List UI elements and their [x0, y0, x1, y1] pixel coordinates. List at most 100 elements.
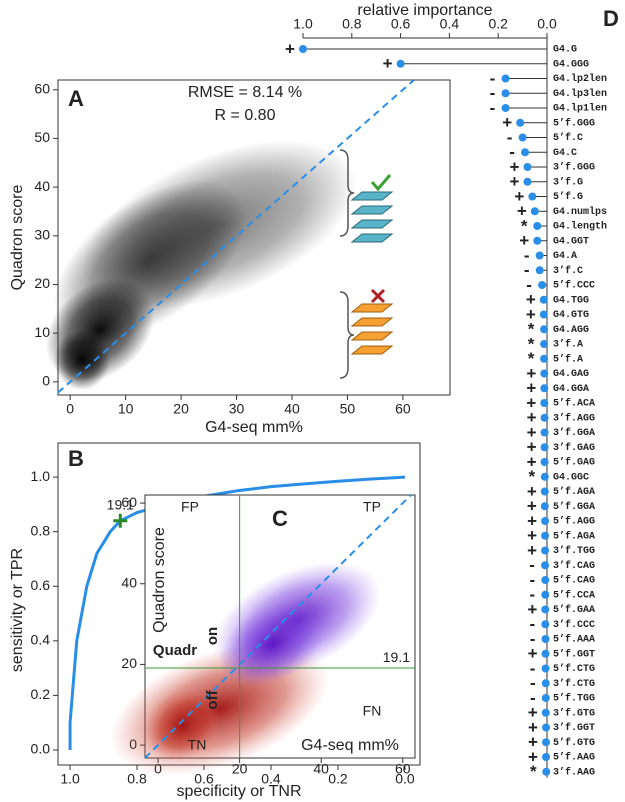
x-tick-label: 0.8	[342, 16, 362, 32]
feature-label: 5’f.CCA	[553, 589, 595, 601]
feature-label: 5’f.AGA	[553, 530, 595, 542]
feature-label: G4.numlps	[553, 206, 607, 218]
panel-label: A	[68, 86, 84, 111]
sign: +	[510, 157, 520, 176]
lollipop-dot	[540, 354, 549, 363]
x-tick-label: 0.0	[395, 771, 415, 787]
feature-label: G4.GTG	[553, 310, 589, 321]
sign: -	[490, 84, 496, 103]
feature-label: 5’f.AAG	[553, 752, 595, 764]
sign: +	[285, 39, 295, 58]
lollipop-dot	[516, 118, 525, 127]
sign: +	[527, 423, 537, 442]
y-tick-label: 40	[121, 574, 137, 590]
feature-label: G4.GGG	[553, 59, 589, 70]
feature-label: 3’f.CAG	[553, 560, 595, 572]
lollipop-dot	[523, 177, 532, 186]
annotation: Quadr	[153, 642, 197, 659]
sign: -	[529, 556, 535, 575]
y-tick-label: 50	[34, 129, 50, 145]
sign: +	[527, 600, 537, 619]
sign: +	[528, 703, 538, 722]
sign: -	[530, 629, 536, 648]
lollipop-dot	[533, 236, 542, 245]
sign: +	[517, 202, 527, 221]
y-tick-label: 0	[42, 373, 50, 389]
y-tick-label: 0.4	[31, 632, 51, 648]
feature-label: G4.length	[553, 221, 607, 233]
sign: +	[526, 305, 536, 324]
x-tick-label: 30	[229, 401, 245, 417]
feature-label: G4.GGC	[553, 472, 589, 483]
sign: +	[527, 511, 537, 530]
feature-label: 5’f.GGT	[553, 648, 595, 660]
sign: -	[507, 128, 513, 147]
lollipop-dot	[535, 251, 544, 260]
lollipop-dot	[541, 605, 550, 614]
sign: +	[526, 393, 536, 412]
density-cloud	[144, 688, 221, 762]
lollipop-dot	[540, 413, 549, 422]
sign: +	[526, 290, 536, 309]
lollipop-dot	[542, 753, 551, 761]
panel-label: D	[603, 6, 619, 31]
sign: +	[527, 526, 537, 545]
lollipop-dot	[528, 192, 537, 201]
x-tick-label: 0.0	[537, 16, 557, 32]
identity-line	[144, 494, 412, 759]
lollipop-dot	[541, 590, 550, 599]
sign: +	[383, 54, 393, 73]
density-cloud	[219, 601, 326, 688]
feature-label: 5’f.CAG	[553, 575, 595, 587]
lollipop-dot	[541, 517, 550, 525]
feature-label: 5’f.A	[553, 353, 583, 365]
operating-point	[113, 513, 128, 528]
sign: *	[521, 216, 528, 235]
y-axis-label: sensitivity or TPR	[9, 548, 26, 672]
lollipop-dot	[542, 738, 551, 747]
sign: -	[530, 659, 536, 678]
sign: +	[528, 733, 538, 752]
sign: -	[529, 570, 535, 589]
y-tick-label: 10	[34, 324, 50, 340]
feature-label: G4.lp2len	[553, 73, 607, 85]
feature-label: G4.lp1len	[553, 103, 607, 115]
feature-label: 5’f.AAA	[553, 634, 595, 646]
sign: -	[526, 275, 532, 294]
sign: -	[530, 688, 536, 707]
feature-label: 5’f.ACA	[553, 398, 595, 410]
lollipop-dot	[299, 45, 307, 53]
lollipop-dot	[542, 723, 551, 732]
lollipop-dot	[533, 222, 542, 230]
x-tick-label: 0.6	[194, 771, 214, 787]
feature-label: G4.AGG	[553, 325, 589, 336]
sign: -	[509, 143, 515, 162]
lollipop-dot	[541, 635, 550, 643]
lollipop-dot	[539, 295, 548, 304]
y-tick-label: 1.0	[31, 468, 51, 484]
axis-title: relative importance	[357, 2, 492, 19]
y-tick-label: 20	[121, 655, 137, 671]
threshold-label: 19.1	[383, 649, 410, 665]
lollipop-dot	[541, 576, 550, 584]
x-tick-label: 1.0	[293, 16, 313, 32]
lollipop-dot	[540, 472, 549, 481]
x-tick-label: 40	[313, 761, 329, 777]
sign: +	[502, 113, 512, 132]
feature-label: 3’f.G	[553, 176, 583, 188]
lollipop-dot	[540, 369, 549, 378]
annotation: FP	[181, 499, 199, 515]
sign: +	[528, 718, 538, 737]
sign: *	[528, 349, 535, 368]
plot-frame	[57, 79, 451, 396]
sign: +	[514, 187, 524, 206]
lollipop-dot	[540, 502, 549, 511]
y-tick-label: 0.6	[31, 577, 51, 593]
feature-label: 5’f.GAA	[553, 604, 595, 616]
y-axis-label: Quadron score	[151, 527, 168, 633]
annotation: on	[204, 627, 221, 645]
feature-label: G4.A	[553, 251, 577, 262]
x-tick-label: 60	[395, 401, 411, 417]
feature-label: 5’f.CTG	[553, 663, 595, 675]
